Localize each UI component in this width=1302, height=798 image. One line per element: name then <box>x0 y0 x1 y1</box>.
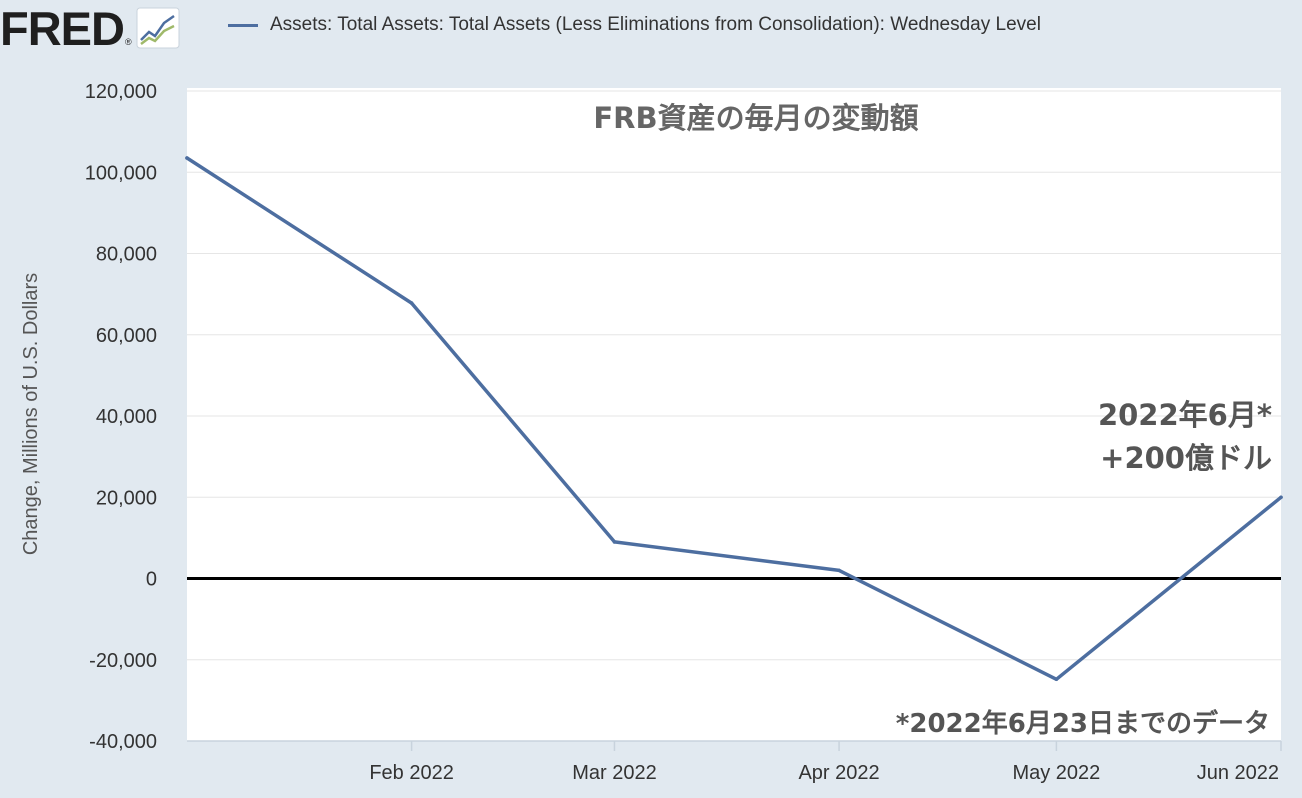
data-point <box>409 301 414 305</box>
plot-area <box>187 88 1281 741</box>
legend-series-label: Assets: Total Assets: Total Assets (Less… <box>270 14 1041 35</box>
data-point <box>1279 495 1283 500</box>
y-tick-label: 40,000 <box>96 406 157 428</box>
y-tick-label: 20,000 <box>96 487 157 509</box>
x-tick-label: Apr 2022 <box>798 762 879 784</box>
y-tick-label: 0 <box>146 569 157 591</box>
y-tick-label: -20,000 <box>89 650 157 672</box>
series-line <box>185 156 1283 682</box>
x-tick-label: May 2022 <box>1012 762 1100 784</box>
fred-registered-mark: ® <box>124 37 132 47</box>
y-tick-label: 60,000 <box>96 325 157 347</box>
y-tick-label: 120,000 <box>85 81 157 103</box>
x-tick-label: Jun 2022 <box>1197 762 1279 784</box>
x-tick-label: Feb 2022 <box>369 762 454 784</box>
header: FRED ® Assets: Total Assets: Total Asset… <box>0 0 1302 60</box>
x-tick-label: Mar 2022 <box>572 762 657 784</box>
june-annotation-line2: +200億ドル <box>1100 441 1272 475</box>
line-graph-icon <box>136 7 180 49</box>
y-tick-label: -40,000 <box>89 731 157 753</box>
y-axis-title: Change, Millions of U.S. Dollars <box>20 273 42 555</box>
fred-logo[interactable]: FRED ® <box>0 2 180 54</box>
data-point <box>185 156 189 160</box>
data-point <box>612 540 617 544</box>
legend-series-swatch <box>228 23 258 27</box>
y-tick-label: 80,000 <box>96 244 157 266</box>
chart-legend: Assets: Total Assets: Total Assets (Less… <box>228 14 1041 36</box>
y-tick-label: 100,000 <box>85 162 157 184</box>
data-cutoff-footnote: *2022年6月23日までのデータ <box>896 708 1270 739</box>
data-point <box>1054 677 1059 682</box>
fred-logo-text: FRED <box>0 1 125 55</box>
chart-title: FRB資産の毎月の変動額 <box>593 101 918 135</box>
data-point <box>837 568 841 573</box>
june-annotation-line1: 2022年6月* <box>1098 398 1272 432</box>
